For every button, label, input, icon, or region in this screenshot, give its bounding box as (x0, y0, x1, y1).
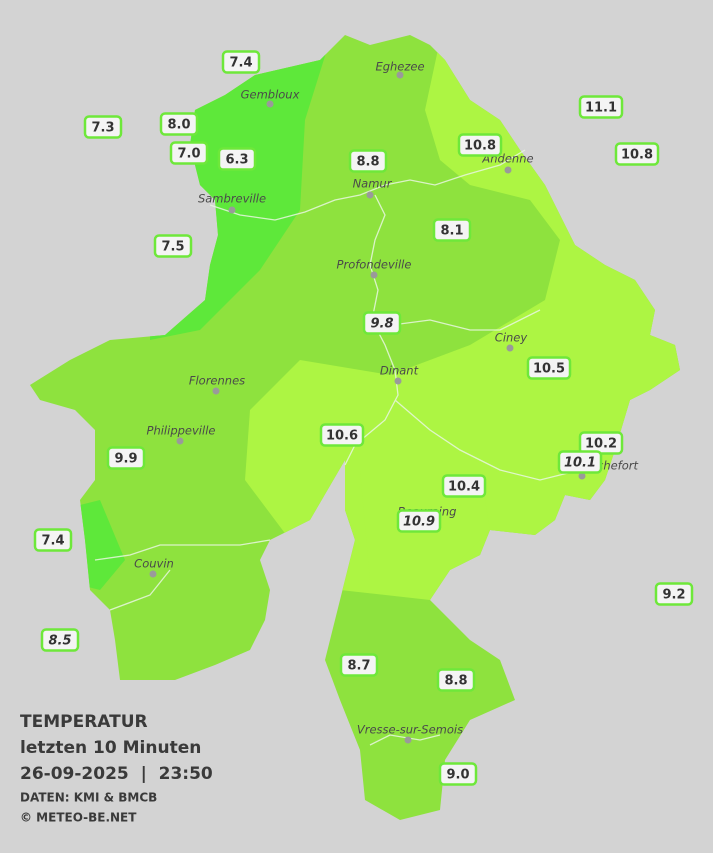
station-value: 7.0 (177, 147, 200, 162)
station-value: 10.4 (448, 480, 480, 495)
station-box (83, 115, 123, 139)
station-box (557, 450, 603, 474)
town-dot (366, 191, 374, 199)
station-box (169, 141, 209, 165)
station-box (40, 628, 80, 652)
town-label: Dinant (380, 364, 419, 378)
town-dot (228, 206, 236, 214)
station-value: 8.5 (48, 634, 71, 649)
station-box (432, 218, 472, 242)
station-box (153, 234, 193, 258)
station-box (339, 653, 379, 677)
station-value: 7.3 (91, 121, 114, 136)
station-box (217, 147, 257, 171)
station-box (526, 356, 572, 380)
station-value: 8.1 (440, 224, 463, 239)
station-value: 10.9 (403, 515, 435, 530)
station-value: 6.3 (225, 153, 248, 168)
station-value: 7.5 (161, 240, 184, 255)
station-value: 9.9 (114, 452, 137, 467)
town-dot (370, 271, 378, 279)
town-dot (506, 344, 514, 352)
town-label: Eghezee (375, 60, 424, 74)
town-label: Namur (353, 177, 393, 191)
station-box (396, 509, 442, 533)
town-label: Ciney (495, 331, 528, 345)
station-value: 9.0 (446, 768, 469, 783)
town-label: Philippeville (147, 424, 216, 438)
station-value: 11.1 (585, 101, 617, 116)
station-box (436, 668, 476, 692)
station-box (33, 528, 73, 552)
station-box (457, 133, 503, 157)
title: TEMPERATUR (20, 712, 148, 732)
station-value: 8.8 (444, 674, 467, 689)
stations: 7.4 8.0 7.3 7.0 6.3 8.8 10.8 11.1 10.8 8.1 7.5 9.8 1… (33, 50, 694, 786)
station-value: 10.6 (326, 429, 358, 444)
station-value: 8.7 (347, 659, 370, 674)
station-box (221, 50, 261, 74)
town-label: Profondeville (337, 258, 412, 272)
town-dot (396, 71, 404, 79)
station-box (362, 311, 402, 335)
station-value: 9.8 (370, 317, 393, 332)
station-box (319, 423, 365, 447)
town-dot (504, 166, 512, 174)
town-label: Couvin (134, 557, 174, 571)
town-dot (212, 387, 220, 395)
station-value: 8.0 (167, 118, 190, 133)
datetime: 26-09-2025 | 23:50 (20, 764, 213, 784)
station-box (441, 474, 487, 498)
town-dot (394, 377, 402, 385)
station-value: 10.2 (585, 437, 617, 452)
station-box (106, 446, 146, 470)
station-box (159, 112, 199, 136)
station-value: 7.4 (229, 56, 252, 71)
town-label: Sambreville (198, 192, 266, 206)
town-dot (176, 437, 184, 445)
station-value: 10.8 (621, 148, 653, 163)
station-value: 10.1 (564, 456, 596, 471)
copyright: © METEO-BE.NET (20, 811, 137, 825)
subtitle: letzten 10 Minuten (20, 738, 201, 758)
station-box (348, 149, 388, 173)
town-dot (149, 570, 157, 578)
station-box (578, 95, 624, 119)
town-dot (578, 472, 586, 480)
town-dot (404, 736, 412, 744)
station-box (654, 582, 694, 606)
station-box (438, 762, 478, 786)
station-value: 7.4 (41, 534, 64, 549)
town-dot (266, 100, 274, 108)
town-label: Florennes (189, 374, 245, 388)
source: DATEN: KMI & BMCB (20, 791, 157, 805)
station-value: 10.8 (464, 139, 496, 154)
station-value: 9.2 (662, 588, 685, 603)
station-box (614, 142, 660, 166)
town-label: Vresse-sur-Semois (357, 723, 463, 737)
station-value: 10.5 (533, 362, 565, 377)
station-value: 8.8 (356, 155, 379, 170)
town-label: Gembloux (241, 88, 300, 102)
